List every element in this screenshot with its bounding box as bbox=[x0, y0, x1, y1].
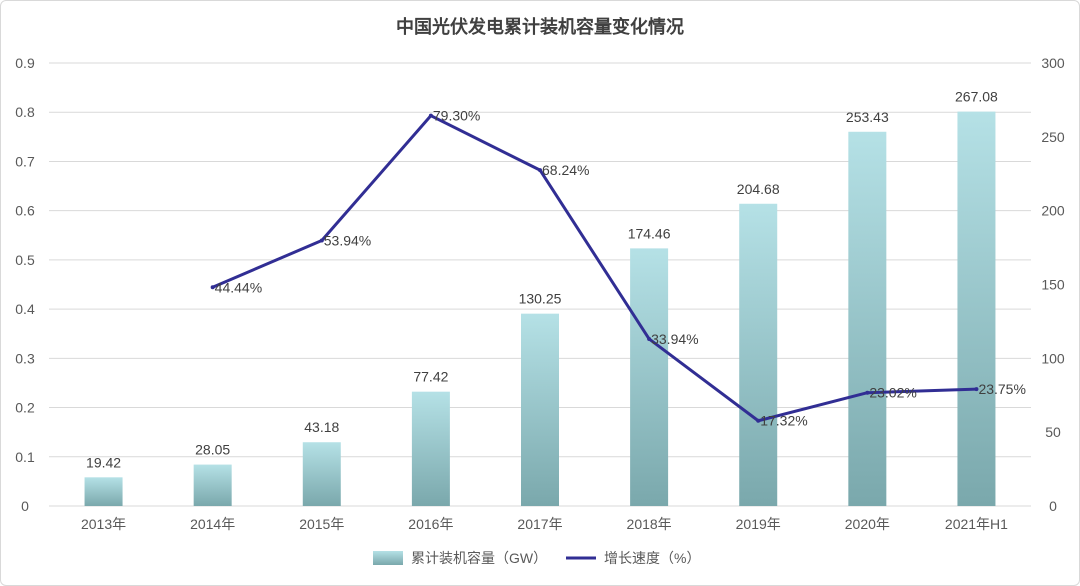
line-data-label: 44.44% bbox=[215, 279, 262, 295]
right-axis-ticks: 0 50 100 150 200 250 300 bbox=[1041, 55, 1065, 514]
bar[interactable] bbox=[630, 248, 669, 506]
left-axis-tick-label: 0.7 bbox=[15, 153, 35, 169]
x-axis-tick-label: 2015年 bbox=[299, 516, 344, 532]
line-series bbox=[210, 113, 979, 423]
bar-data-label: 174.46 bbox=[628, 225, 671, 241]
legend-swatch-bar[interactable] bbox=[373, 551, 403, 565]
x-axis-tick-label: 2016年 bbox=[408, 516, 453, 532]
left-axis-tick-label: 0.5 bbox=[15, 252, 35, 268]
right-axis-tick-label: 150 bbox=[1041, 277, 1065, 293]
x-axis-tick-label: 2021年H1 bbox=[945, 516, 1008, 532]
x-axis-tick-label: 2014年 bbox=[190, 516, 235, 532]
bar[interactable] bbox=[84, 477, 123, 506]
left-axis-tick-label: 0.8 bbox=[15, 104, 35, 120]
line-point[interactable] bbox=[647, 336, 652, 341]
x-axis-tick-label: 2018年 bbox=[627, 516, 672, 532]
left-axis-tick-label: 0.9 bbox=[15, 55, 35, 71]
line-point[interactable] bbox=[538, 168, 542, 173]
line-data-label: 23.75% bbox=[978, 381, 1025, 397]
right-axis-tick-label: 250 bbox=[1041, 129, 1065, 145]
line-data-label: 53.94% bbox=[324, 232, 371, 248]
bar[interactable] bbox=[739, 203, 778, 506]
line-data-label: 79.30% bbox=[433, 108, 480, 124]
x-axis-tick-label: 2020年 bbox=[845, 516, 890, 532]
bar-data-label: 43.18 bbox=[304, 419, 339, 435]
line-data-label: 33.94% bbox=[651, 331, 698, 347]
bar-data-label: 77.42 bbox=[413, 369, 448, 385]
bar[interactable] bbox=[193, 464, 232, 506]
x-axis-tick-label: 2013年 bbox=[81, 516, 126, 532]
right-axis-tick-label: 0 bbox=[1049, 498, 1057, 514]
line-point[interactable] bbox=[210, 285, 215, 290]
line-data-label: 23.02% bbox=[869, 385, 916, 401]
x-axis-ticks: 2013年 2014年 2015年 2016年 2017年 2018年 2019年 2020年… bbox=[81, 516, 1008, 532]
left-axis-tick-label: 0.6 bbox=[15, 203, 35, 219]
x-axis-tick-label: 2017年 bbox=[517, 516, 562, 532]
right-axis-tick-label: 50 bbox=[1045, 424, 1061, 440]
bar[interactable] bbox=[521, 313, 559, 506]
right-axis-tick-label: 200 bbox=[1041, 203, 1065, 219]
left-axis-ticks: 0 0.1 0.2 0.3 0.4 0.5 0.6 0.7 0.8 0.9 bbox=[15, 55, 35, 514]
line-point[interactable] bbox=[756, 418, 761, 423]
bar-data-label: 267.08 bbox=[955, 89, 998, 105]
x-axis-tick-label: 2019年 bbox=[736, 516, 781, 532]
right-axis-tick-label: 100 bbox=[1041, 350, 1065, 366]
left-axis-tick-label: 0.4 bbox=[15, 301, 35, 317]
left-axis-tick-label: 0.3 bbox=[15, 350, 35, 366]
line-data-label: 68.24% bbox=[542, 162, 589, 178]
left-axis-tick-label: 0.2 bbox=[15, 400, 35, 416]
bar-data-label: 19.42 bbox=[86, 454, 121, 470]
line-point[interactable] bbox=[974, 387, 979, 392]
bar-data-label: 253.43 bbox=[846, 109, 889, 125]
bar-series bbox=[84, 111, 996, 506]
growth-line[interactable] bbox=[212, 114, 977, 423]
line-point[interactable] bbox=[428, 113, 433, 118]
left-axis-tick-label: 0 bbox=[21, 498, 29, 514]
line-data-labels: 44.44% 53.94% 79.30% 68.24% 33.94% 17.32% 23.0… bbox=[215, 108, 1026, 429]
line-point[interactable] bbox=[865, 390, 870, 395]
legend-label-line: 增长速度（%） bbox=[604, 550, 700, 566]
legend: 累计装机容量（GW） 增长速度（%） bbox=[373, 550, 700, 566]
bar-data-label: 28.05 bbox=[195, 442, 230, 458]
bar-data-label: 204.68 bbox=[737, 181, 780, 197]
line-point[interactable] bbox=[319, 238, 324, 243]
bar[interactable] bbox=[302, 442, 341, 506]
left-axis-tick-label: 0.1 bbox=[15, 449, 35, 465]
bar[interactable] bbox=[848, 131, 887, 506]
right-axis-tick-label: 300 bbox=[1041, 55, 1065, 71]
legend-label-bar: 累计装机容量（GW） bbox=[411, 550, 547, 566]
bar-data-labels: 19.42 28.05 43.18 77.42 130.25 174.46 204.68 25… bbox=[86, 89, 998, 471]
line-data-label: 17.32% bbox=[760, 413, 807, 429]
chart-title: 中国光伏发电累计装机容量变化情况 bbox=[396, 17, 684, 38]
bar[interactable] bbox=[957, 111, 996, 506]
bar-data-label: 130.25 bbox=[519, 291, 562, 307]
bar[interactable] bbox=[411, 391, 450, 506]
